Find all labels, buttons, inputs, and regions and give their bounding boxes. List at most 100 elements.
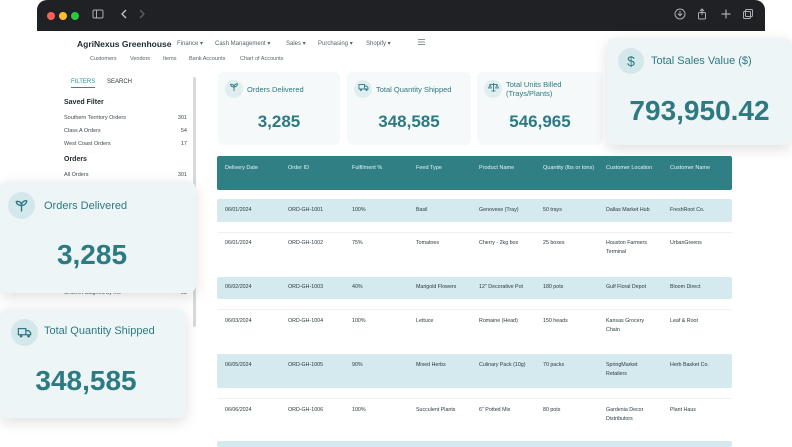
column-header[interactable]: Customer Location (606, 165, 653, 171)
truck-icon (354, 80, 372, 98)
menu-sales[interactable]: Sales ▾ (286, 41, 306, 47)
tab-filters[interactable]: FILTERS (71, 79, 96, 88)
table-row[interactable]: 06/01/2024 ORD-GH-1001 100% Basil Genove… (217, 199, 732, 222)
stat-card-label: Total Units Billed (Trays/Plants) (506, 80, 562, 98)
floating-card-total-sales-value: $ Total Sales Value ($) 793,950.42 (607, 38, 792, 145)
cell-order-id: ORD-GH-1003 (288, 284, 324, 290)
cell-product-name: 6" Potted Mix (479, 407, 511, 413)
new-tab-icon[interactable] (720, 8, 732, 23)
cell-delivery-date: 06/03/2024 (225, 318, 252, 324)
table-row[interactable]: 06/01/2024 ORD-GH-1002 75% Tomatoes Cher… (217, 232, 732, 266)
cell-customer-location: Gulf Floral Depot (606, 284, 647, 290)
close-window-button[interactable] (47, 12, 55, 20)
table-header: Delivery Date Order ID Fulfilment % Feed… (217, 156, 732, 190)
cell-customer-location: SpringMarket Retailers (606, 362, 638, 377)
column-header[interactable]: Order ID (288, 165, 310, 171)
cell-order-id: ORD-GH-1004 (288, 318, 324, 324)
cell-order-id: ORD-GH-1006 (288, 407, 324, 413)
download-icon[interactable] (674, 8, 686, 23)
cell-quantity: 180 pots (543, 284, 564, 290)
scale-icon (484, 80, 502, 98)
cell-delivery-date: 06/06/2024 (225, 407, 252, 413)
table-row[interactable]: 06/03/2024 ORD-GH-1004 100% Lettuce Roma… (217, 309, 732, 343)
submenu-items[interactable]: Items (163, 56, 177, 62)
cell-delivery-date: 06/01/2024 (225, 240, 252, 246)
cell-feed-type: Marigold Flowers (416, 284, 457, 290)
cell-customer-location: Dallas Market Hub (606, 207, 650, 213)
column-header[interactable]: Customer Name (670, 165, 711, 171)
forward-icon[interactable] (137, 8, 147, 23)
submenu-bank-accounts[interactable]: Bank Accounts (189, 56, 226, 62)
floating-card-orders-delivered: Orders Delivered 3,285 (0, 181, 196, 293)
back-icon[interactable] (119, 8, 129, 23)
filter-item[interactable]: Southern Territory Orders 301 (64, 115, 187, 121)
truck-icon (11, 319, 38, 346)
column-header[interactable]: Delivery Date (225, 165, 259, 171)
share-icon[interactable] (696, 8, 708, 23)
saved-filter-title: Saved Filter (64, 99, 104, 106)
column-header[interactable]: Feed Type (416, 165, 442, 171)
submenu-vendors[interactable]: Vendors (130, 56, 151, 62)
cell-fulfilment: 40% (352, 284, 363, 290)
cell-feed-type: Succulent Plants (416, 407, 456, 413)
cell-product-name: 12" Decorative Pot (479, 284, 523, 290)
cell-quantity: 150 heads (543, 318, 568, 324)
filter-item[interactable]: West Coast Orders 17 (64, 141, 187, 147)
cell-feed-type: Lettuce (416, 318, 434, 324)
filter-item[interactable]: Orders Assigned by me 05 (64, 290, 187, 296)
floating-card-label: Total Sales Value ($) (651, 55, 752, 67)
floating-card-value: 3,285 (56, 239, 128, 270)
cell-delivery-date: 06/05/2024 (225, 362, 252, 368)
cell-fulfilment: 75% (352, 240, 363, 246)
cell-customer-name: Bloom Direct (670, 284, 701, 290)
table-row[interactable] (217, 441, 732, 447)
floating-card-total-quantity-shipped: Total Quantity Shipped 348,585 (0, 309, 186, 418)
cell-customer-location: Gardenia Decor Distributors (606, 407, 644, 422)
orders-title: Orders (64, 156, 87, 163)
cell-customer-location: Houston Farmers Terminal (606, 240, 647, 255)
cell-feed-type: Basil (416, 207, 428, 213)
menu-more-icon[interactable] (417, 38, 426, 48)
table-row[interactable]: 06/06/2024 ORD-GH-1006 100% Succulent Pl… (217, 398, 732, 432)
column-header[interactable]: Product Name (479, 165, 515, 171)
submenu-customers[interactable]: Customers (90, 56, 117, 62)
cell-customer-name: Plant Haus (670, 407, 696, 413)
table-row[interactable]: 06/05/2024 ORD-GH-1005 90% Mixed Herbs C… (217, 354, 732, 388)
floating-card-label: Orders Delivered (44, 200, 128, 212)
maximize-window-button[interactable] (71, 12, 79, 20)
column-header[interactable]: Fulfilment % (352, 165, 383, 171)
stat-card-value: 546,965 (509, 112, 571, 131)
browser-toolbar (37, 0, 765, 31)
stat-card-label: Total Quantity Shipped (376, 85, 452, 94)
cell-quantity: 80 pots (543, 407, 561, 413)
cell-customer-name: Leaf & Root (670, 318, 698, 324)
cell-customer-name: UrbanGreens (670, 240, 702, 246)
cell-fulfilment: 100% (352, 207, 366, 213)
menu-shopify[interactable]: Shopify ▾ (366, 41, 391, 47)
menu-cash-management[interactable]: Cash Management ▾ (215, 41, 271, 47)
filter-item[interactable]: Class A Orders 54 (64, 128, 187, 134)
tabs-icon[interactable] (742, 8, 754, 23)
filter-item[interactable]: All Orders 301 (64, 172, 187, 178)
floating-card-label: Total Quantity Shipped (44, 325, 155, 337)
cell-delivery-date: 06/01/2024 (225, 207, 252, 213)
column-header[interactable]: Quantity (lbs or tons) (543, 165, 595, 171)
cell-quantity: 25 boxes (543, 240, 565, 246)
sidebar-icon[interactable] (92, 8, 104, 23)
submenu-chart-of-accounts[interactable]: Chart of Accounts (240, 56, 284, 62)
sprout-icon (8, 192, 35, 219)
cell-customer-location: Kansas Grocery Chain (606, 318, 644, 333)
menu-finance[interactable]: Finance ▾ (177, 41, 204, 47)
cell-product-name: Genovese (Tray) (479, 207, 519, 213)
tab-search[interactable]: SEARCH (107, 79, 133, 85)
cell-order-id: ORD-GH-1005 (288, 362, 324, 368)
cell-fulfilment: 100% (352, 407, 366, 413)
cell-product-name: Romaine (Head) (479, 318, 518, 324)
menu-purchasing[interactable]: Purchasing ▾ (318, 41, 353, 47)
cell-quantity: 50 trays (543, 207, 562, 213)
table-row[interactable]: 06/02/2024 ORD-GH-1003 40% Marigold Flow… (217, 277, 732, 299)
stat-card-orders-delivered: Orders Delivered 3,285 (218, 72, 340, 145)
minimize-window-button[interactable] (59, 12, 67, 20)
stat-card-value: 348,585 (378, 112, 440, 131)
